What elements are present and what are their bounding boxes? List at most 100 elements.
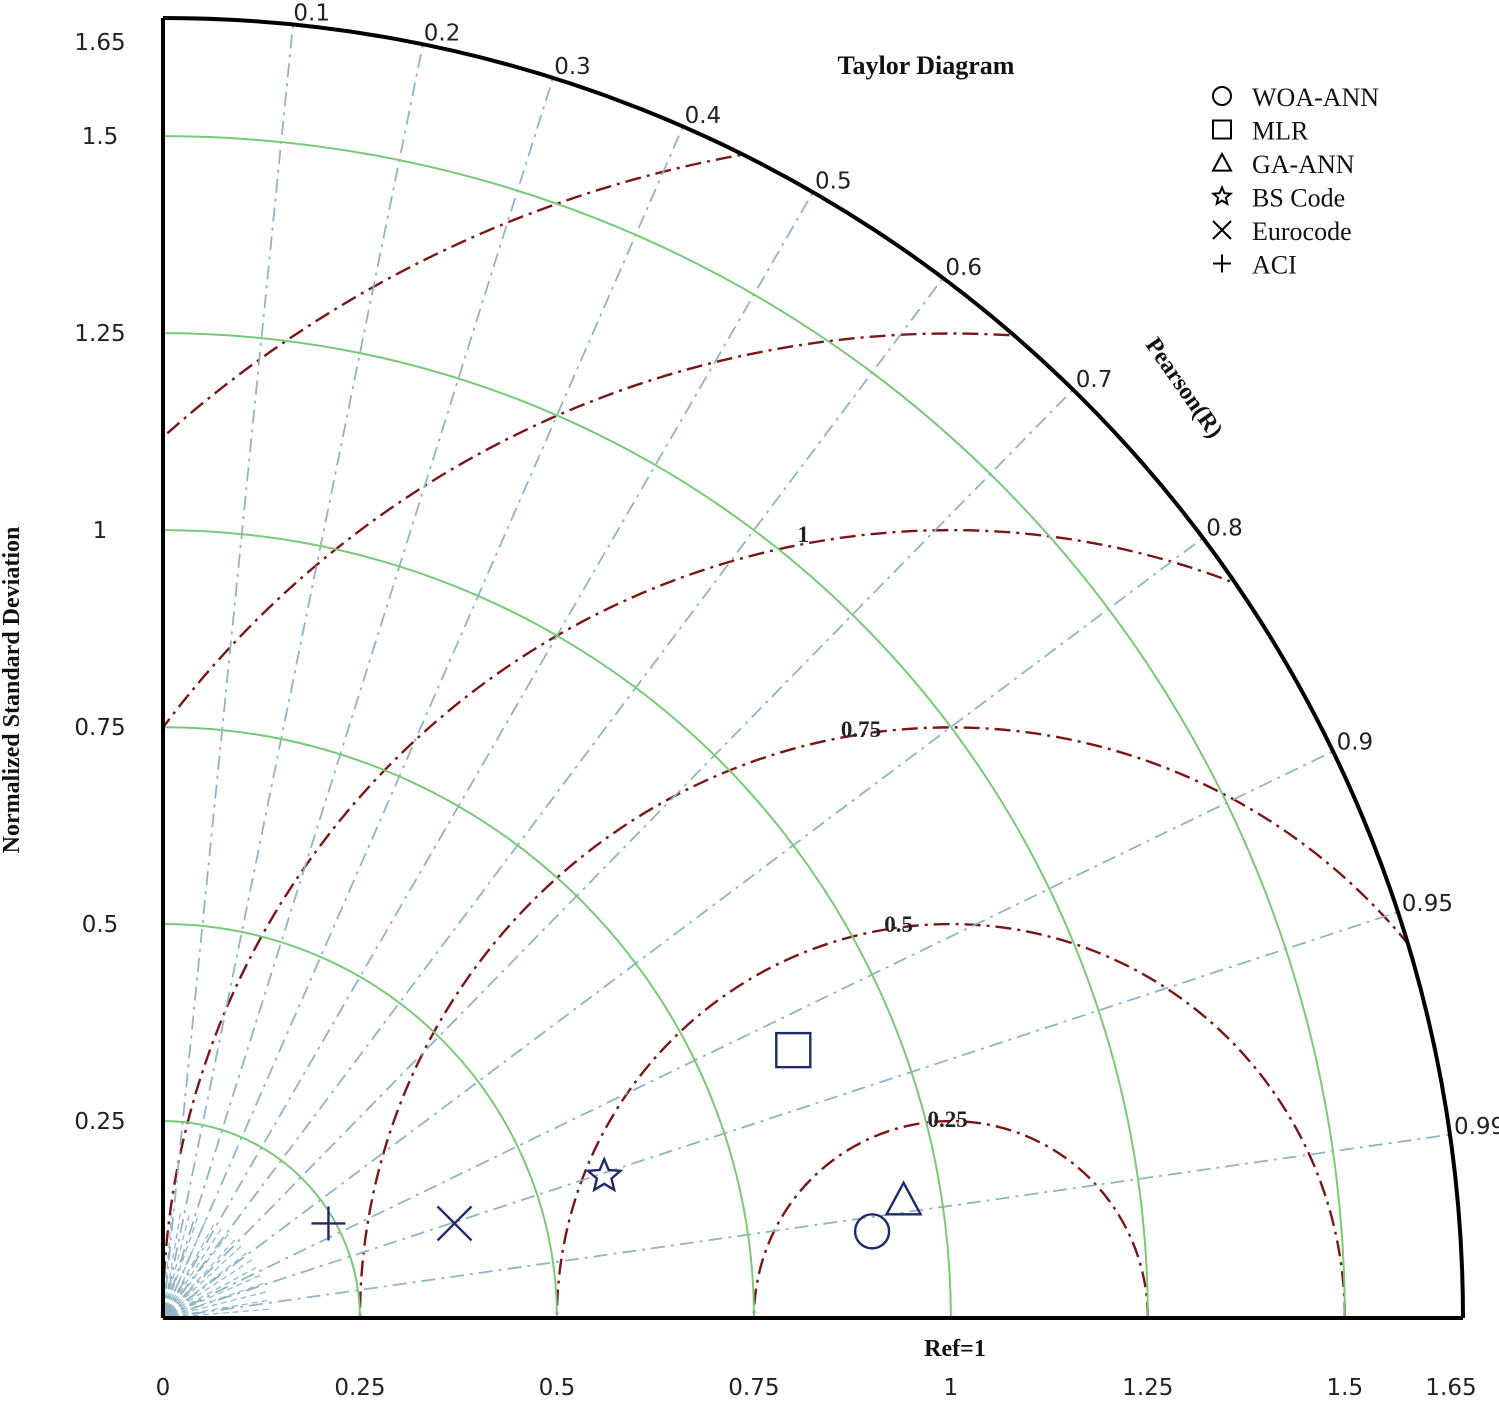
correlation-line	[162, 1208, 173, 1319]
legend-item: Eurocode	[1212, 217, 1352, 246]
marker-x	[436, 1205, 473, 1242]
rms-arc	[752, 1119, 1150, 1318]
correlation-line	[162, 24, 294, 1319]
correlation-line	[162, 191, 814, 1319]
legend-label: Eurocode	[1252, 217, 1352, 246]
chart-title: Taylor Diagram	[838, 51, 1015, 80]
x-tick-label: 1.25	[1122, 1375, 1173, 1401]
legend-item: GA-ANN	[1211, 150, 1355, 179]
legend-label: GA-ANN	[1252, 150, 1355, 179]
correlation-line	[162, 1236, 238, 1319]
legend-label: ACI	[1252, 251, 1297, 280]
marker-circle	[853, 1213, 891, 1250]
rms-arc	[0, 136, 1499, 1318]
correlation-tick-label: 0.2	[424, 20, 461, 46]
correlation-line	[162, 1217, 208, 1319]
y-tick-label: 1.65	[74, 30, 125, 56]
rms-arc	[358, 725, 1463, 1318]
rms-label: 0.75	[841, 717, 881, 742]
marker-x	[1212, 220, 1232, 240]
marker-star	[585, 1156, 624, 1193]
y-tick-label: 0.5	[82, 912, 119, 938]
correlation-tick-label: 0.7	[1076, 367, 1113, 393]
y-tick-label: 0.25	[74, 1109, 125, 1135]
correlation-line	[162, 1265, 261, 1319]
correlation-line	[162, 1230, 232, 1319]
correlation-line	[162, 1308, 273, 1319]
std-arc	[162, 726, 755, 1319]
correlation-lines	[162, 24, 1451, 1319]
correlation-line	[162, 1211, 191, 1319]
legend-label: WOA-ANN	[1252, 83, 1379, 112]
legend-item: MLR	[1212, 117, 1309, 146]
legend-label: BS Code	[1252, 184, 1345, 213]
marker-triangle	[1211, 151, 1233, 172]
correlation-line	[162, 1209, 182, 1319]
y-tick-label: 0.75	[74, 715, 125, 741]
correlation-line	[162, 1225, 224, 1319]
marker-circle	[1212, 86, 1232, 106]
x-tick-label: 1.65	[1425, 1375, 1476, 1401]
correlation-line	[162, 911, 1399, 1319]
correlation-labels: 0.1 0.2 0.3 0.4 0.5 0.6 0.7 0.8 0.9 0.95 0.99	[293, 1, 1499, 1141]
correlation-tick-label: 0.6	[945, 255, 982, 281]
rms-arcs	[0, 136, 1499, 1318]
correlation-line	[162, 1213, 200, 1319]
correlation-line	[162, 1257, 256, 1319]
correlation-tick-label: 0.99	[1454, 1114, 1499, 1140]
x-tick-label: 0.75	[728, 1375, 779, 1401]
y-axis-label: Normalized Standard Deviation	[0, 527, 25, 854]
correlation-tick-label: 0.5	[815, 169, 852, 195]
tick-labels: 0 0.25 0.5 0.75 1 1.25 1.5 1.65 0.25 0.5 0.75 1 1.25…	[74, 30, 1476, 1401]
marker-square	[775, 1031, 812, 1069]
y-tick-label: 1	[93, 518, 108, 544]
std-arc	[162, 135, 1346, 1319]
legend-item: ACI	[1213, 251, 1297, 280]
marker-square	[1212, 119, 1232, 140]
correlation-line	[162, 1243, 245, 1319]
correlation-tick-label: 0.8	[1206, 516, 1243, 542]
std-arc	[162, 923, 558, 1319]
x-tick-label: 0.25	[334, 1375, 385, 1401]
x-tick-label: 0.5	[539, 1375, 576, 1401]
legend-item: WOA-ANN	[1212, 83, 1379, 112]
correlation-tick-label: 0.3	[554, 54, 591, 80]
x-axis-label: Ref=1	[924, 1336, 986, 1362]
legend-label: MLR	[1252, 117, 1309, 146]
std-arcs	[162, 135, 1346, 1319]
rms-label: 0.25	[928, 1107, 968, 1132]
std-arc	[162, 332, 1149, 1319]
rms-label: 0.5	[884, 912, 913, 937]
correlation-line	[162, 1290, 270, 1319]
y-tick-label: 1.5	[82, 124, 119, 150]
legend: WOA-ANN MLR GA-ANN BS Code Eurocode ACI	[1210, 83, 1379, 280]
correlation-line	[162, 388, 1074, 1319]
correlation-line	[162, 750, 1334, 1319]
correlation-line	[162, 1273, 264, 1319]
std-arc	[162, 1120, 361, 1319]
correlation-line	[162, 1133, 1451, 1319]
y-tick-label: 1.25	[74, 321, 125, 347]
marker-star	[1210, 184, 1234, 206]
correlation-line	[162, 126, 684, 1319]
x-tick-label: 1.5	[1327, 1375, 1364, 1401]
correlation-line	[162, 1220, 216, 1319]
rms-labels: 0.25 0.5 0.75 1	[798, 522, 968, 1132]
correlation-line	[162, 44, 424, 1319]
axes	[161, 16, 1465, 1320]
correlation-tick-label: 0.1	[293, 1, 330, 27]
correlation-tick-label: 0.9	[1337, 730, 1374, 756]
correlation-line	[162, 77, 554, 1319]
marker-triangle	[884, 1180, 923, 1216]
x-tick-label: 0	[156, 1375, 171, 1401]
correlation-axis-label: Pearson(R)	[1140, 333, 1228, 443]
correlation-line	[162, 537, 1204, 1319]
markers	[311, 1031, 923, 1250]
correlation-line	[162, 1299, 272, 1319]
x-tick-label: 1	[944, 1375, 959, 1401]
correlation-tick-label: 0.4	[685, 103, 722, 129]
outer-arc	[162, 16, 1465, 1319]
std-arc	[162, 529, 952, 1319]
rms-arc	[163, 528, 1463, 1318]
